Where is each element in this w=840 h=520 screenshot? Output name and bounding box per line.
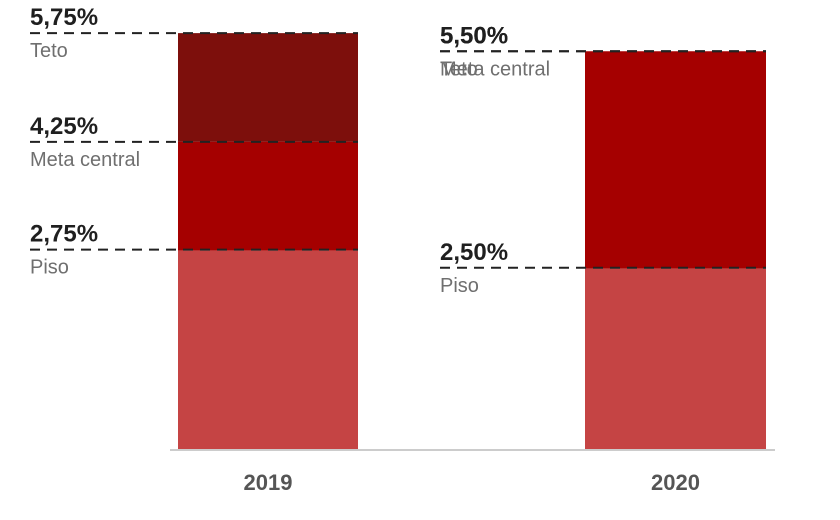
- bar-segment-meta-2020: [585, 51, 766, 269]
- value-label-teto-2020: 5,50%: [440, 22, 508, 49]
- bar-segment-piso-2019: [178, 250, 358, 450]
- category-label-2020: 2020: [651, 470, 700, 495]
- level-label-teto-2019: Teto: [30, 40, 68, 62]
- level-label-piso-2019: Piso: [30, 257, 69, 279]
- value-label-meta-2019: 4,25%: [30, 113, 98, 140]
- value-label-teto-2019: 5,75%: [30, 4, 98, 31]
- value-label-piso-2019: 2,75%: [30, 221, 98, 248]
- level-label-piso-2020: Piso: [440, 275, 479, 297]
- bar-segment-piso-2020: [585, 268, 766, 450]
- level-label-teto-2020: Teto: [440, 58, 478, 80]
- bar-segment-meta-2019: [178, 141, 358, 251]
- value-label-meta-2020: 5,50%: [440, 22, 508, 49]
- value-label-piso-2020: 2,50%: [440, 239, 508, 266]
- category-label-2019: 2019: [244, 470, 293, 495]
- bar-segment-teto-2019: [178, 33, 358, 142]
- level-label-meta-2020: Meta central: [440, 58, 550, 80]
- level-label-meta-2019: Meta central: [30, 149, 140, 171]
